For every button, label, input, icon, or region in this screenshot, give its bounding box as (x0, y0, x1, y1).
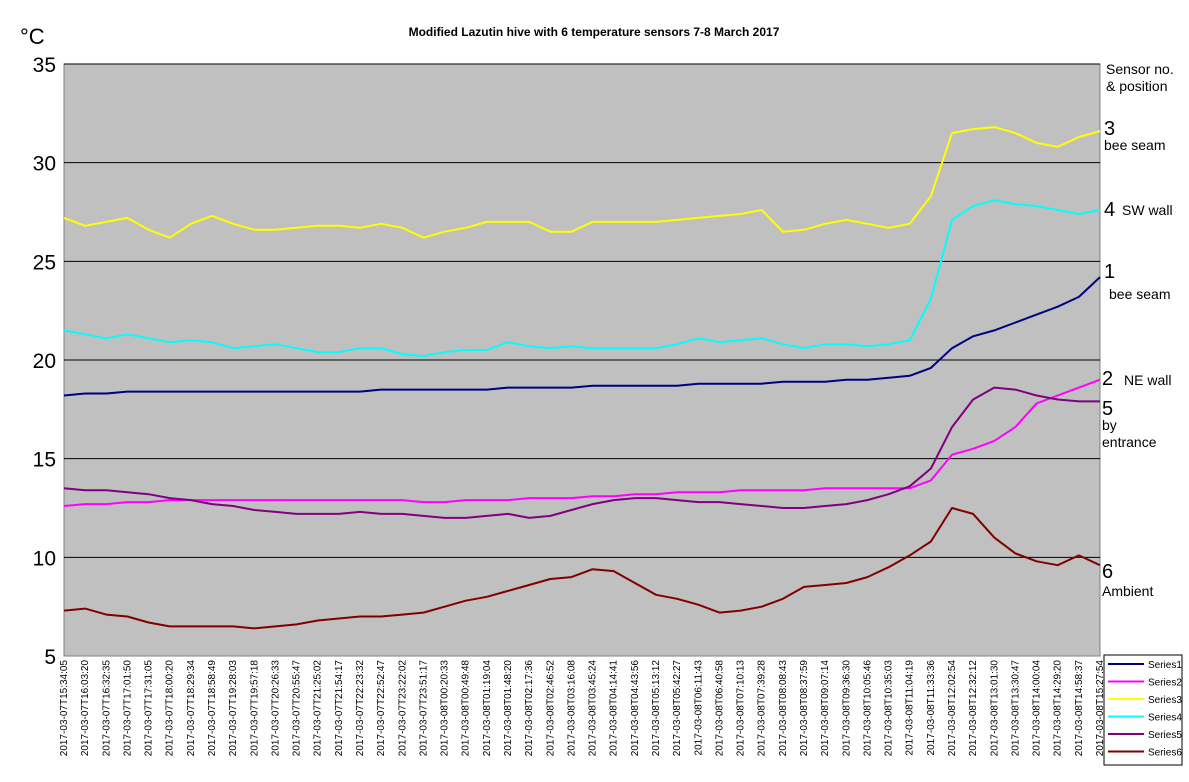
x-tick-label: 2017-03-08T09:36:30 (841, 660, 852, 757)
annotation-header: & position (1106, 78, 1167, 94)
x-tick-label: 2017-03-08T02:17:36 (524, 660, 535, 757)
x-tick-label: 2017-03-07T22:52:47 (376, 660, 387, 757)
x-tick-label: 2017-03-07T22:23:32 (355, 660, 366, 757)
x-tick-label: 2017-03-07T21:54:17 (334, 660, 345, 757)
x-tick-label: 2017-03-08T14:00:04 (1032, 660, 1043, 757)
y-tick-label: 35 (33, 54, 56, 77)
sensor-label: entrance (1102, 434, 1157, 450)
x-tick-label: 2017-03-07T17:31:05 (144, 660, 155, 757)
x-tick-label: 2017-03-07T20:55:47 (292, 660, 303, 757)
x-tick-label: 2017-03-08T08:08:43 (778, 660, 789, 757)
gridlines (64, 63, 1100, 558)
sensor-number: 2 (1102, 368, 1113, 390)
sensor-number: 5 (1102, 398, 1113, 420)
chart-title: Modified Lazutin hive with 6 temperature… (409, 25, 780, 39)
sensor-label: NE wall (1124, 372, 1171, 388)
sensor-label: by (1102, 417, 1117, 433)
series-line-series2 (63, 378, 1101, 507)
y-tick-label: 30 (33, 153, 56, 176)
sensor-label: Ambient (1102, 583, 1153, 599)
x-tick-label: 2017-03-08T12:32:12 (968, 660, 979, 757)
x-tick-label: 2017-03-08T01:48:20 (503, 660, 514, 757)
sensor-number: 3 (1104, 118, 1115, 140)
y-tick-label: 20 (33, 350, 56, 373)
x-tick-label: 2017-03-07T15:34:05 (59, 660, 70, 757)
x-tick-label: 2017-03-08T11:33:36 (926, 660, 937, 756)
legend-entry: Series1 (1148, 660, 1182, 671)
x-tick-label: 2017-03-07T19:28:03 (228, 660, 239, 757)
x-tick-label: 2017-03-07T20:26:33 (270, 660, 281, 757)
sensor-number: 6 (1102, 561, 1113, 583)
sensor-number: 4 (1104, 199, 1115, 221)
series-line-series6 (63, 507, 1101, 630)
x-tick-label: 2017-03-07T18:29:34 (186, 660, 197, 757)
x-tick-label: 2017-03-08T15:27:54 (1095, 660, 1106, 757)
x-tick-label: 2017-03-08T06:40:58 (714, 660, 725, 757)
y-axis-ticks: 5 10 15 20 25 30 35 (33, 54, 56, 669)
y-tick-label: 15 (33, 449, 56, 472)
x-tick-label: 2017-03-08T03:45:24 (588, 660, 599, 757)
x-tick-label: 2017-03-07T18:58:49 (207, 660, 218, 757)
x-tick-label: 2017-03-07T21:25:02 (313, 660, 324, 757)
x-tick-label: 2017-03-08T13:30:47 (1010, 660, 1021, 757)
legend-box (1103, 654, 1183, 766)
x-tick-label: 2017-03-08T01:19:04 (482, 660, 493, 757)
legend-entry: Series5 (1148, 730, 1182, 741)
x-tick-label: 2017-03-08T14:58:37 (1074, 660, 1085, 757)
x-tick-label: 2017-03-08T13:01:30 (989, 660, 1000, 757)
x-tick-label: 2017-03-08T11:04:19 (905, 660, 916, 756)
x-tick-label: 2017-03-08T06:11:43 (693, 660, 704, 756)
x-tick-label: 2017-03-07T18:00:20 (165, 660, 176, 757)
legend-entry: Series3 (1148, 695, 1182, 706)
legend-entry: Series4 (1148, 713, 1182, 724)
sensor-label: bee seam (1104, 137, 1165, 153)
x-tick-label: 2017-03-08T12:02:54 (947, 660, 958, 757)
y-tick-label: 25 (33, 251, 56, 274)
y-tick-label: 5 (44, 646, 56, 669)
legend: Series1 Series2 Series3 Series4 Series5 Serie… (1103, 654, 1183, 766)
x-tick-label: 2017-03-08T05:42:27 (672, 660, 683, 757)
x-tick-label: 2017-03-08T05:13:12 (651, 660, 662, 757)
x-tick-label: 2017-03-08T10:35:03 (884, 660, 895, 757)
x-tick-label: 2017-03-08T00:49:48 (461, 660, 472, 757)
series-line-series3 (63, 126, 1101, 239)
x-tick-label: 2017-03-08T14:29:20 (1053, 660, 1064, 757)
x-tick-label: 2017-03-07T16:32:35 (101, 660, 112, 757)
x-tick-label: 2017-03-08T03:16:08 (566, 660, 577, 757)
series-lines (63, 126, 1101, 630)
x-tick-label: 2017-03-07T19:57:18 (249, 660, 260, 757)
x-tick-label: 2017-03-08T07:39:28 (757, 660, 768, 757)
x-axis-ticks: 2017-03-07T15:34:05 2017-03-07T16:03:20 20… (59, 660, 1106, 757)
x-tick-label: 2017-03-08T04:14:41 (609, 660, 620, 757)
x-tick-label: 2017-03-08T10:05:46 (862, 660, 873, 757)
series-line-series1 (63, 276, 1101, 397)
legend-entry: Series2 (1148, 678, 1182, 689)
x-tick-label: 2017-03-08T09:07:14 (820, 660, 831, 757)
sensor-number: 1 (1104, 261, 1115, 283)
x-tick-label: 2017-03-07T16:03:20 (80, 660, 91, 757)
y-axis-unit: °C (20, 24, 45, 49)
x-tick-label: 2017-03-07T23:22:02 (397, 660, 408, 757)
series-line-series5 (63, 386, 1100, 519)
sensor-label: bee seam (1109, 286, 1170, 302)
x-tick-label: 2017-03-08T02:46:52 (545, 660, 556, 757)
x-tick-label: 2017-03-08T07:10:13 (736, 660, 747, 757)
x-tick-label: 2017-03-08T08:37:59 (799, 660, 810, 757)
x-tick-label: 2017-03-07T17:01:50 (122, 660, 133, 757)
legend-entry: Series6 (1148, 748, 1182, 759)
y-tick-label: 10 (33, 547, 56, 570)
x-tick-label: 2017-03-08T04:43:56 (630, 660, 641, 757)
sensor-label: SW wall (1122, 202, 1173, 218)
x-tick-label: 2017-03-07T23:51:17 (418, 660, 429, 757)
annotation-header: Sensor no. (1106, 61, 1174, 77)
series-line-series4 (63, 199, 1101, 358)
x-tick-label: 2017-03-08T00:20:33 (440, 660, 451, 757)
